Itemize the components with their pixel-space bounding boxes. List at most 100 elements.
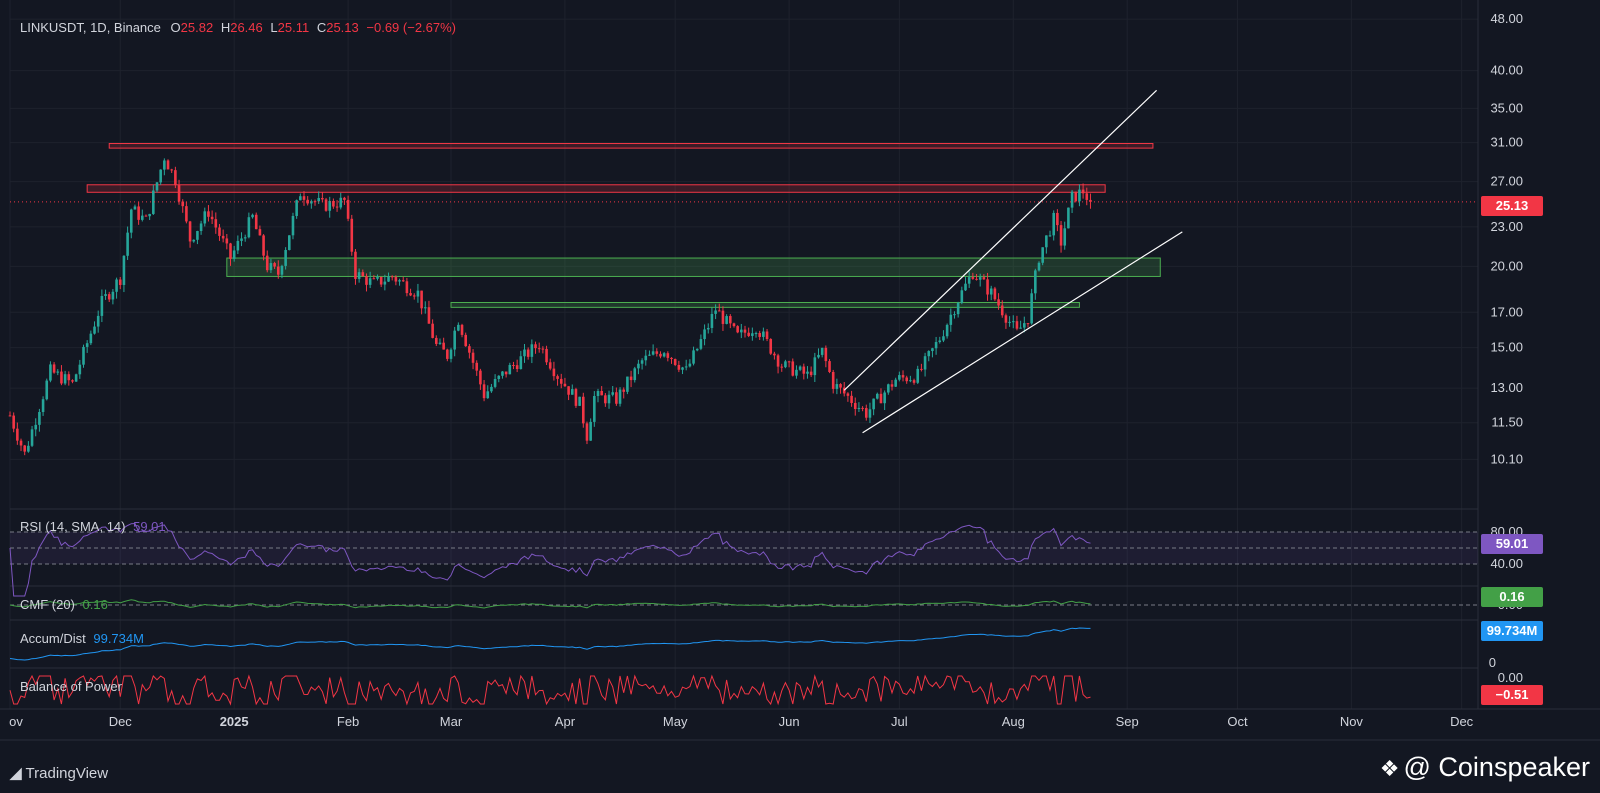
candle-body bbox=[71, 380, 74, 382]
candle-body bbox=[1015, 321, 1019, 329]
candle-body bbox=[310, 201, 313, 204]
trendline bbox=[843, 89, 1158, 391]
candle-body bbox=[416, 290, 420, 297]
price-tick-label: 31.00 bbox=[1490, 135, 1523, 150]
candle-body bbox=[354, 251, 357, 279]
candle-body bbox=[63, 374, 67, 384]
candle-body bbox=[251, 214, 254, 218]
candle-body bbox=[956, 302, 960, 315]
candle-body bbox=[692, 350, 695, 364]
candle-body bbox=[795, 369, 798, 376]
candle-body bbox=[276, 266, 280, 275]
candle-body bbox=[923, 356, 927, 370]
candle-body bbox=[166, 160, 170, 170]
candle-body bbox=[324, 199, 328, 211]
candle-body bbox=[552, 368, 556, 377]
candle-body bbox=[537, 348, 541, 350]
ad-axis-label: 0 bbox=[1489, 655, 1496, 670]
candle-body bbox=[74, 374, 78, 382]
candle-body bbox=[773, 353, 776, 356]
candle-body bbox=[82, 346, 85, 365]
candle-body bbox=[170, 169, 173, 171]
price-tick-label: 20.00 bbox=[1490, 258, 1523, 273]
candle-body bbox=[232, 250, 236, 259]
bop-legend: Balance of Power bbox=[20, 679, 122, 694]
candle-body bbox=[188, 221, 192, 242]
price-tick-label: 35.00 bbox=[1490, 100, 1523, 115]
candle-body bbox=[163, 160, 166, 170]
price-tick-label: 10.10 bbox=[1490, 451, 1523, 466]
candle-body bbox=[747, 332, 750, 336]
candle-body bbox=[971, 277, 975, 279]
candle-body bbox=[1026, 323, 1030, 325]
candle-body bbox=[846, 393, 850, 396]
candle-body bbox=[372, 278, 376, 280]
candle-body bbox=[567, 386, 570, 395]
rsi-line bbox=[9, 522, 1091, 597]
rsi-badge: 59.01 bbox=[1481, 534, 1543, 554]
candle-body bbox=[19, 440, 23, 446]
candle-body bbox=[284, 249, 287, 266]
candle-body bbox=[1000, 305, 1004, 316]
price-tick-label: 48.00 bbox=[1490, 11, 1523, 26]
high-label: H bbox=[220, 20, 231, 35]
candle-body bbox=[291, 215, 295, 236]
resistance-zone bbox=[86, 184, 1106, 193]
candle-body bbox=[111, 291, 115, 300]
candle-body bbox=[258, 229, 262, 236]
time-tick-label: Sep bbox=[1116, 714, 1139, 729]
tradingview-brand[interactable]: ◢ TradingView bbox=[10, 764, 108, 782]
candle-body bbox=[589, 421, 592, 441]
cmf-legend-value: 0.16 bbox=[82, 597, 108, 612]
candle-body bbox=[144, 215, 148, 217]
candle-body bbox=[1030, 293, 1033, 324]
candle-body bbox=[479, 370, 482, 385]
candle-body bbox=[1034, 270, 1037, 294]
candle-body bbox=[210, 216, 214, 220]
candle-body bbox=[420, 290, 423, 309]
candle-body bbox=[934, 342, 938, 349]
candle-body bbox=[655, 351, 659, 354]
candle-body bbox=[453, 330, 456, 350]
candle-body bbox=[504, 371, 508, 375]
rsi-band bbox=[10, 532, 1478, 564]
candle-body bbox=[758, 333, 761, 337]
candle-body bbox=[240, 238, 243, 241]
candle-body bbox=[394, 276, 398, 282]
candle-body bbox=[607, 394, 611, 404]
rsi-label: RSI (14, SMA, 14) bbox=[20, 519, 126, 534]
candle-body bbox=[401, 280, 405, 282]
tradingview-label: TradingView bbox=[25, 765, 109, 782]
candle-body bbox=[126, 232, 129, 256]
candle-body bbox=[52, 364, 56, 373]
candle-body bbox=[519, 356, 523, 370]
candle-body bbox=[1023, 323, 1026, 328]
candle-body bbox=[159, 169, 162, 183]
candle-body bbox=[898, 375, 901, 380]
candle-body bbox=[776, 355, 780, 367]
low-value: 25.11 bbox=[277, 20, 310, 35]
candle-body bbox=[831, 372, 835, 389]
candle-body bbox=[593, 395, 596, 422]
candle-body bbox=[243, 237, 247, 239]
candle-body bbox=[699, 339, 703, 349]
candle-body bbox=[596, 390, 600, 396]
candle-body bbox=[798, 366, 802, 370]
candle-body bbox=[942, 336, 945, 341]
candles-layer[interactable] bbox=[8, 158, 1478, 456]
candle-body bbox=[872, 398, 875, 410]
candle-body bbox=[659, 353, 662, 357]
candle-body bbox=[96, 315, 100, 327]
candle-body bbox=[876, 393, 879, 399]
candle-body bbox=[681, 367, 684, 370]
candle-body bbox=[725, 316, 728, 324]
candle-body bbox=[618, 389, 622, 404]
candle-body bbox=[1085, 193, 1089, 200]
candle-body bbox=[60, 371, 63, 384]
candle-body bbox=[229, 243, 232, 259]
candle-body bbox=[864, 408, 868, 418]
time-tick-label: Jun bbox=[779, 714, 800, 729]
candle-body bbox=[30, 429, 34, 446]
time-tick-label: Apr bbox=[555, 714, 576, 729]
